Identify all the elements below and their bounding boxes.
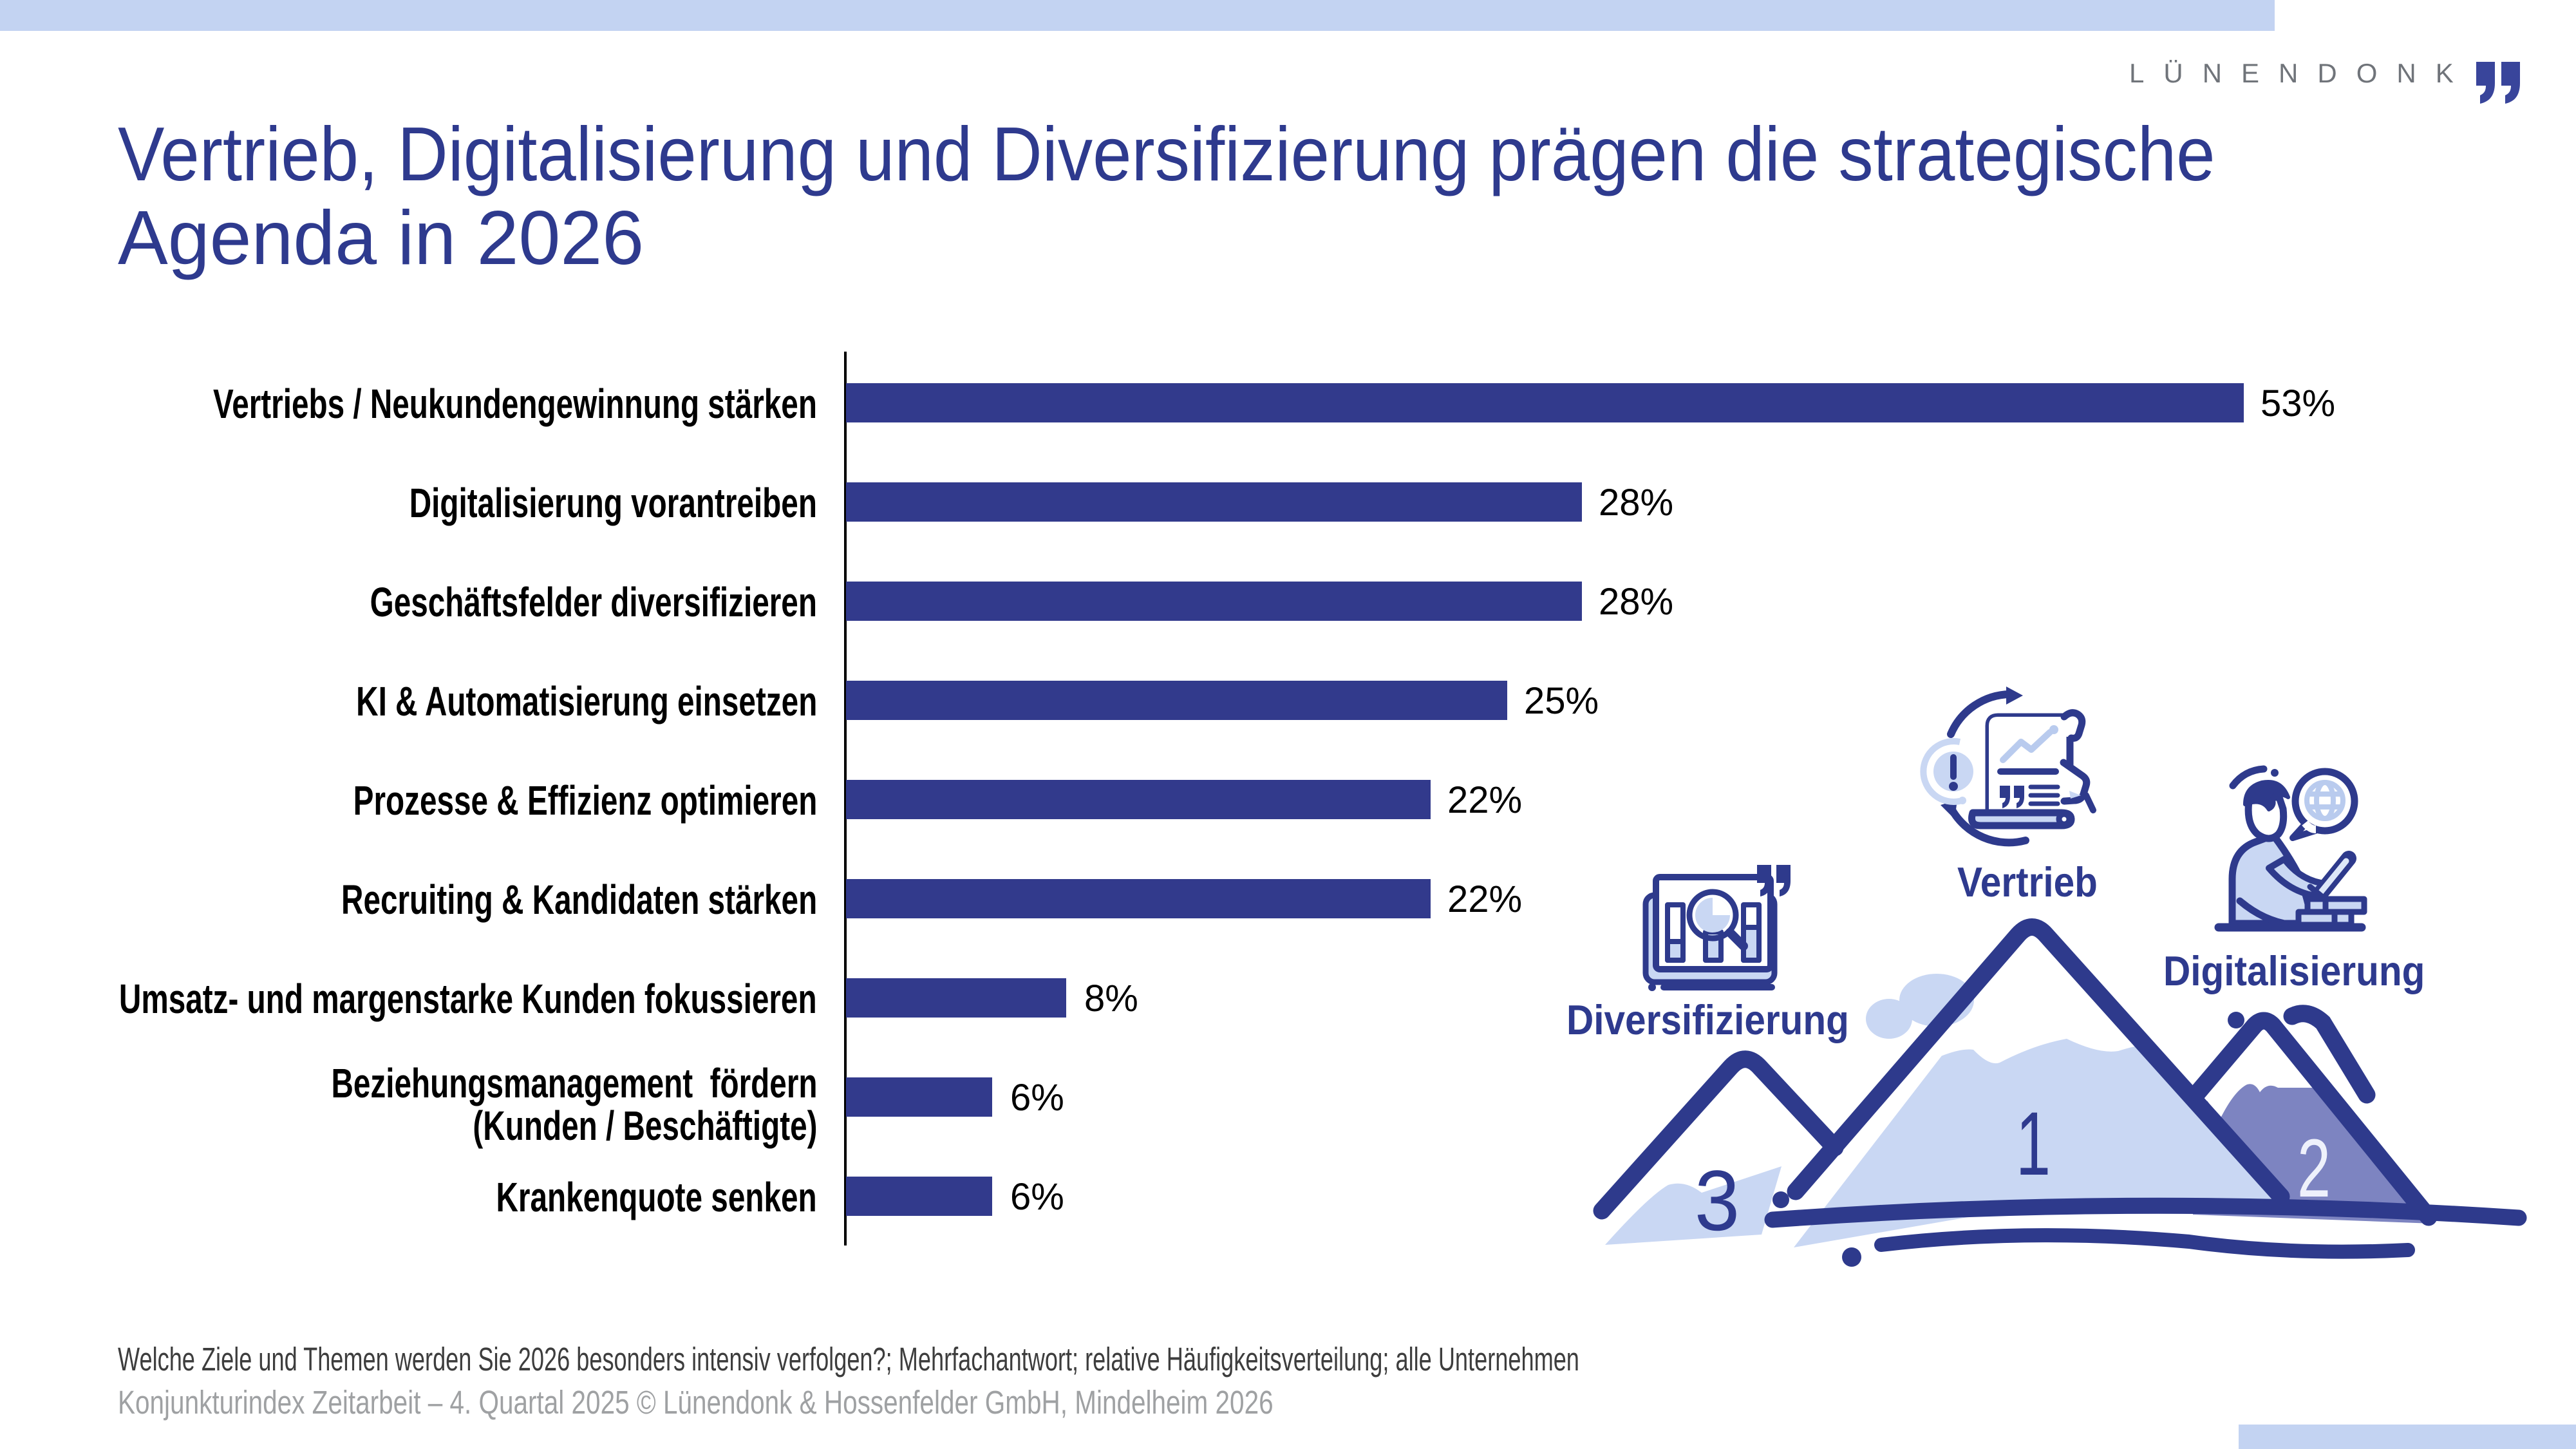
svg-text:3: 3	[1695, 1153, 1740, 1249]
svg-text:2: 2	[2297, 1122, 2331, 1215]
svg-text:1: 1	[2016, 1093, 2051, 1194]
